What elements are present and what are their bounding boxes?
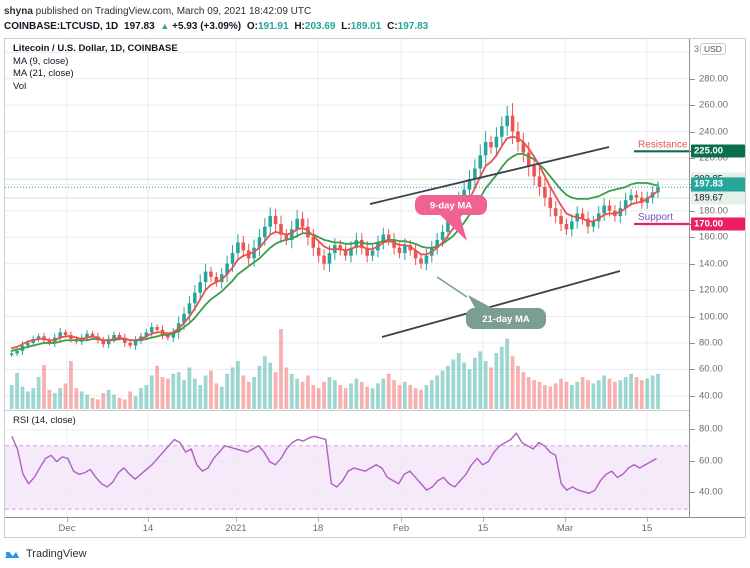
price-tick-mark — [690, 369, 695, 371]
price-tick-mark — [690, 78, 695, 80]
time-tick-label: 15 — [641, 523, 653, 534]
price-tick-label: 160.00 — [699, 231, 729, 243]
rsi-tick-mark — [690, 492, 695, 494]
price-tag-mark — [690, 187, 695, 189]
price-tick-mark — [690, 395, 695, 397]
author-name: shyna — [4, 6, 33, 17]
time-tick-label: 14 — [142, 523, 154, 534]
high-label: H: — [294, 21, 305, 32]
price-tick-mark — [690, 157, 695, 159]
currency-prefix: 3 — [694, 44, 700, 54]
price-tag-resistance[interactable]: 225.00 — [691, 144, 745, 158]
price-tick-label: 260.00 — [699, 99, 729, 111]
price-tick-label: 240.00 — [699, 126, 729, 137]
price-tick-label: 80.00 — [699, 337, 723, 349]
price-tick-label: 220.00 — [699, 152, 729, 164]
price-tick-mark — [690, 290, 695, 292]
time-tick-label: 18 — [312, 523, 324, 534]
close-value: 197.83 — [397, 21, 429, 32]
low-label: L: — [341, 21, 351, 32]
time-axis[interactable]: Dec 14 2021 18 Feb 15 Mar 15 — [5, 517, 745, 537]
support-label: Support — [638, 212, 673, 223]
price-tag-value: 197.83 — [694, 178, 724, 190]
last-price: 197.83 — [124, 21, 155, 32]
price-tick-mark — [690, 263, 695, 265]
time-tick-mark — [483, 518, 484, 522]
price-tick-label: 140.00 — [699, 258, 729, 270]
time-tick-mark — [647, 518, 648, 522]
price-tick-label: 60.00 — [699, 363, 723, 375]
rsi-legend: RSI (14, close) — [13, 415, 76, 426]
publish-line: shyna published on TradingView.com, Marc… — [4, 5, 750, 18]
time-tick-label: Dec — [58, 523, 76, 534]
price-tag-value: 225.00 — [694, 145, 724, 157]
price-axis[interactable]: USD3280.00260.00240.00220.00200.00180.00… — [689, 39, 745, 517]
price-tick-label: 100.00 — [699, 311, 729, 322]
rsi-tick-mark — [690, 428, 695, 430]
price-tag-mark — [690, 198, 695, 199]
high-value: 203.69 — [304, 21, 336, 32]
low-value: 189.01 — [350, 21, 382, 32]
svg-text:9-day MA: 9-day MA — [430, 201, 472, 212]
rsi-tick-label: 40.00 — [699, 486, 723, 498]
rsi-tick-mark — [690, 460, 695, 462]
price-tag-mark — [690, 151, 695, 153]
resistance-label: Resistance — [638, 139, 688, 150]
price-tick-mark — [690, 105, 695, 107]
price-tick-mark — [690, 316, 695, 318]
time-tick-mark — [236, 518, 237, 522]
callout-9-day-ma: 9-day MA — [415, 195, 487, 241]
rsi-tick-label: 60.00 — [699, 455, 723, 467]
time-tick-label: Mar — [556, 523, 574, 534]
time-tick-label: 2021 — [225, 523, 247, 534]
price-pane[interactable]: Resistance Support 9-day MA 21-day MA Litec… — [5, 39, 689, 409]
time-tick-label: 15 — [477, 523, 489, 534]
price-tag-value: 189.67 — [694, 192, 724, 204]
brand-name: TradingView — [26, 548, 87, 560]
price-tick-label: 180.00 — [699, 205, 729, 217]
price-pane-canvas: Resistance Support 9-day MA 21-day MA — [5, 39, 689, 409]
currency-chip[interactable]: USD — [700, 43, 726, 55]
price-tag-mark — [690, 224, 695, 225]
price-tick-label: 120.00 — [699, 284, 729, 296]
price-tick-label: 280.00 — [699, 73, 729, 85]
rsi-pane-canvas — [5, 411, 689, 517]
price-change: +5.93 (+3.09%) — [172, 21, 242, 32]
price-tag-support[interactable]: 170.00 — [691, 217, 745, 231]
symbol-label[interactable]: COINBASE:LTCUSD, 1D — [4, 21, 119, 32]
price-tick-mark — [690, 210, 695, 212]
chart-header: shyna published on TradingView.com, Marc… — [0, 0, 750, 34]
price-tick-mark — [690, 131, 695, 133]
time-tick-mark — [565, 518, 566, 522]
callout-21-day-ma: 21-day MA — [466, 295, 546, 329]
price-tag-band[interactable]: 189.67 — [691, 191, 745, 205]
price-tick-label: 40.00 — [699, 390, 723, 402]
svg-text:21-day MA: 21-day MA — [482, 314, 530, 325]
rsi-tick-label: 80.00 — [699, 423, 723, 435]
time-tick-mark — [401, 518, 402, 522]
time-tick-mark — [318, 518, 319, 522]
open-label: O: — [246, 21, 258, 32]
price-tag-value: 170.00 — [694, 218, 724, 230]
price-tick-mark — [690, 342, 695, 344]
rsi-pane[interactable]: RSI (14, close) — [5, 410, 689, 518]
open-value: 191.91 — [257, 21, 289, 32]
time-tick-mark — [67, 518, 68, 522]
tradingview-logo-icon — [4, 551, 20, 558]
quote-line: COINBASE:LTCUSD, 1D 197.83 ▲ +5.93 (+3.0… — [4, 19, 750, 34]
time-tick-mark — [148, 518, 149, 522]
time-tick-label: Feb — [392, 523, 410, 534]
close-label: C: — [387, 21, 398, 32]
up-triangle-icon: ▲ — [160, 21, 170, 31]
chart-frame: Resistance Support 9-day MA 21-day MA Litec… — [4, 38, 746, 538]
price-tick-mark — [690, 237, 695, 239]
footer: TradingView — [4, 542, 746, 566]
publish-text: published on TradingView.com, March 09, … — [32, 6, 312, 17]
